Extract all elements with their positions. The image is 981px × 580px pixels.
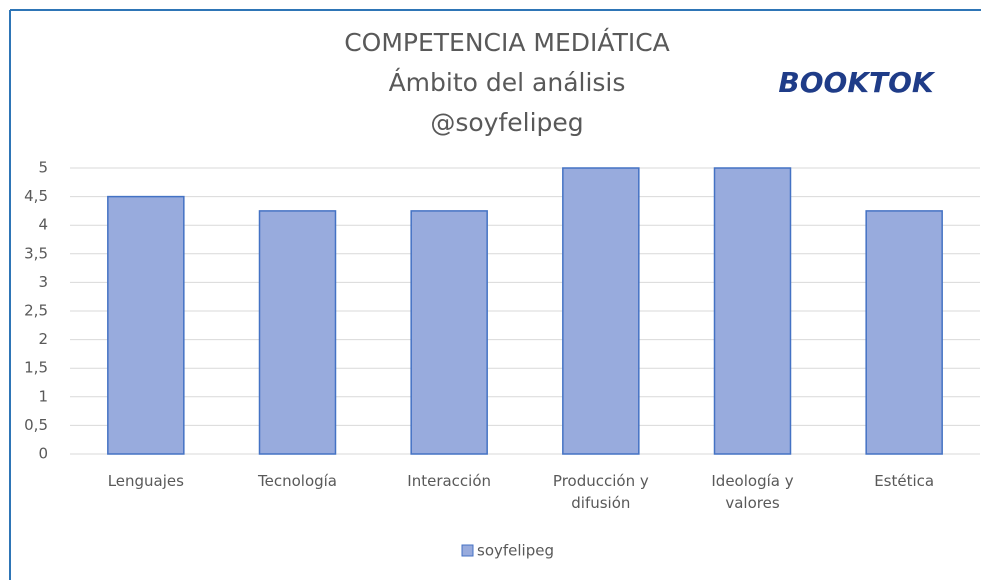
logo: BOOKTOK [778,66,936,99]
y-tick-label: 1,5 [24,359,48,377]
bar [107,195,185,455]
y-tick-label: 3 [38,273,48,291]
bar [713,167,792,455]
y-tick-label: 0 [38,445,48,463]
chart-subtitle: Ámbito del análisis [389,68,626,97]
y-tick-label: 3,5 [24,244,48,262]
bar [258,210,337,455]
bar [562,167,640,455]
x-tick-label: Ideología y valores [711,472,794,512]
x-tick-label: Producción y difusión [552,472,649,512]
y-tick-label: 4 [38,216,48,234]
y-tick-label: 5 [38,159,48,177]
chart-title: COMPETENCIA MEDIÁTICA [344,28,670,57]
bar [410,210,488,455]
x-tick-label: Lenguajes [107,472,184,490]
y-tick-label: 0,5 [24,416,48,434]
y-tick-label: 1 [38,387,48,405]
x-tick-label: Tecnología [258,472,337,490]
y-tick-label: 2 [38,330,48,348]
x-tick-label: Estética [874,472,935,490]
y-tick-label: 4,5 [24,187,48,205]
y-tick-label: 2,5 [24,302,48,320]
chart-author: @soyfelipeg [430,108,583,137]
legend-label: soyfelipeg [477,542,554,560]
bar [865,210,943,455]
x-tick-label: Interacción [407,472,492,490]
legend-swatch [461,544,474,557]
